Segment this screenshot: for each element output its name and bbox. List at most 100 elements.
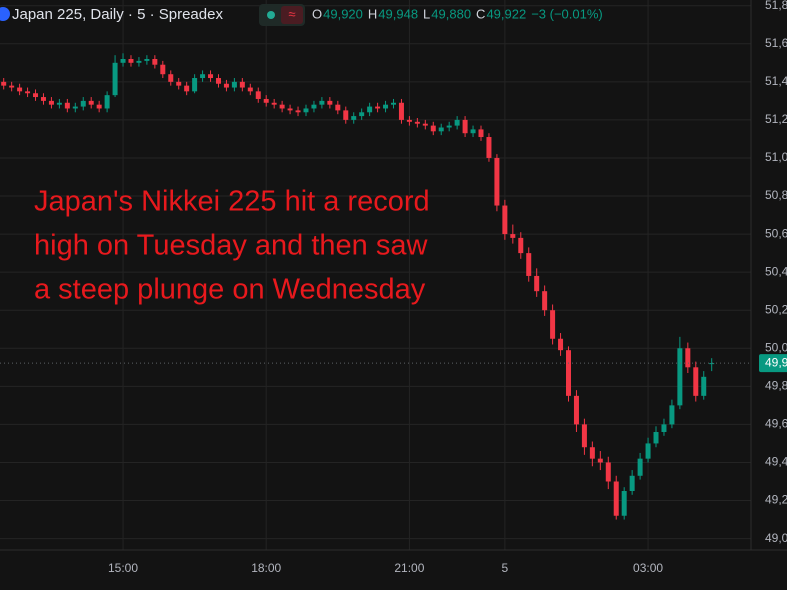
candle-body [558, 338, 564, 351]
candle-body [112, 62, 118, 96]
y-tick-label: 49,6 [765, 417, 787, 431]
candle-body [311, 104, 317, 109]
candle-body [645, 443, 651, 459]
ohlc-key: L [423, 6, 430, 21]
x-tick-label: 03:00 [633, 561, 663, 575]
candle-body [550, 310, 556, 339]
candle-body [335, 104, 341, 111]
candle-body [120, 58, 126, 63]
annotation: Japan's Nikkei 225 hit a record high on T… [34, 186, 430, 306]
candle-body [454, 119, 460, 126]
candle-body [40, 97, 46, 101]
candle-body [613, 481, 619, 516]
y-tick-label: 51,6 [765, 36, 787, 50]
candle-body [263, 98, 269, 103]
candle-body [56, 102, 62, 105]
annotation-line: high on Tuesday and then saw [34, 230, 428, 262]
candle-body [96, 104, 102, 109]
status-badge [281, 6, 303, 24]
candle-body [160, 64, 166, 75]
candle-body [621, 491, 627, 516]
candle-body [534, 275, 540, 292]
candle-body [239, 81, 245, 88]
candle-body [231, 81, 237, 88]
candle-body [677, 348, 683, 406]
candle-body [128, 58, 134, 63]
header: Japan 225, Daily · 5 · Spreadex ≈ [0, 4, 305, 26]
x-tick-label: 21:00 [394, 561, 424, 575]
y-tick-label: 49,0 [765, 531, 787, 545]
candle-body [398, 102, 404, 120]
candle-body [287, 108, 293, 111]
annotation-line: a steep plunge on Wednesday [34, 274, 426, 306]
x-tick-label: 15:00 [108, 561, 138, 575]
price-tag: 49,9 [765, 355, 787, 369]
candle-body [462, 119, 468, 134]
candle-body [470, 129, 476, 134]
candle-body [581, 424, 587, 448]
y-tick-label: 51,4 [765, 74, 787, 88]
candle-body [327, 100, 333, 105]
candle-body [566, 350, 572, 396]
candle-body [375, 106, 381, 109]
candle-body [208, 74, 214, 79]
candle-body [192, 78, 198, 92]
y-tick-label: 50,8 [765, 188, 787, 202]
candle-body [9, 85, 15, 88]
candle-body [367, 106, 373, 113]
candle-body [701, 376, 707, 396]
candle-body [88, 100, 94, 105]
candle-body [279, 104, 285, 109]
candle-body [629, 475, 635, 492]
candle-body [486, 137, 492, 158]
candle-body [661, 424, 667, 433]
ohlc-value: 49,948 [378, 6, 418, 21]
ohlc-change: −3 (−0.01%) [531, 6, 603, 21]
candle-body [494, 157, 500, 206]
candle-body [223, 83, 229, 88]
candle-body [144, 58, 150, 61]
candle-body [542, 291, 548, 311]
candle-body [685, 348, 691, 368]
candle-body [215, 78, 221, 84]
candle-body [152, 58, 158, 65]
candle-body [414, 121, 420, 124]
ohlc-key: C [476, 6, 485, 21]
candle-body [430, 125, 436, 132]
candle-body [597, 458, 603, 463]
candle-body [247, 87, 253, 92]
candle-body [478, 129, 484, 138]
candle-body [104, 95, 110, 109]
symbol-icon [0, 7, 10, 21]
candle-body [669, 405, 675, 425]
ohlc-legend: O 49,920 H 49,948 L 49,880 C 49,922 −3 (−0.01%) [312, 6, 603, 21]
candle-body [64, 102, 70, 109]
y-tick-label: 49,2 [765, 493, 787, 507]
y-tick-label: 50,4 [765, 264, 787, 278]
candle-body [168, 74, 174, 82]
candle-body [390, 102, 396, 105]
candle-body [510, 234, 516, 238]
candle-body [80, 100, 86, 107]
candle-body [406, 119, 412, 122]
candle-body [438, 127, 444, 132]
y-tick-label: 49,4 [765, 455, 787, 469]
candle-body [303, 108, 309, 113]
candle-body [319, 100, 325, 105]
candle-body [295, 110, 301, 113]
candle-body [605, 462, 611, 482]
ohlc-key: H [368, 6, 377, 21]
candle-body [1, 81, 7, 86]
y-tick-label: 49,8 [765, 379, 787, 393]
y-tick-label: 51,0 [765, 150, 787, 164]
ohlc-key: O [312, 6, 322, 21]
candle-body [136, 60, 142, 63]
y-tick-label: 50,2 [765, 302, 787, 316]
y-tick-label: 51,8 [765, 0, 787, 12]
candles [0, 53, 751, 520]
candle-body [25, 91, 31, 94]
candle-body [176, 81, 182, 86]
